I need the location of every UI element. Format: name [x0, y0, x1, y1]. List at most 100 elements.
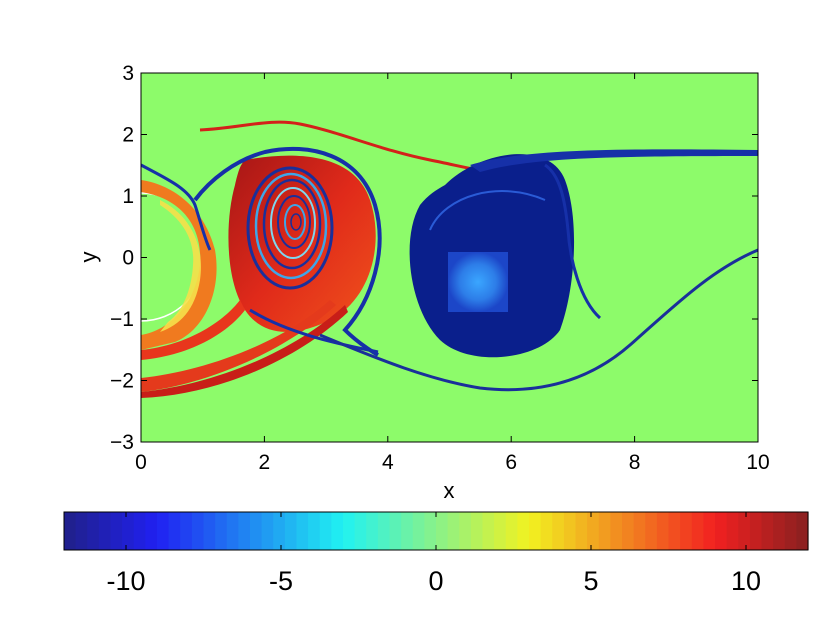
colorbar-cell [598, 512, 611, 550]
colorbar-cell [459, 512, 472, 550]
y-tick-label: −1 [110, 308, 134, 331]
colorbar-cell [633, 512, 646, 550]
colorbar-cell [587, 512, 600, 550]
colorbar-tick-label: -5 [269, 566, 293, 596]
colorbar-cells [64, 512, 809, 550]
colorbar-cell [773, 512, 786, 550]
y-tick-label: 0 [122, 247, 134, 270]
x-ticks: 0 2 4 6 8 10 [135, 73, 770, 474]
x-axis-label: x [444, 478, 455, 503]
colorbar-cell [470, 512, 484, 550]
colorbar-cell [738, 512, 751, 550]
positive-upper-filament [199, 120, 496, 175]
colorbar-cell [331, 512, 344, 550]
y-tick-label: 1 [122, 185, 134, 208]
colorbar-cell [424, 512, 437, 550]
colorbar-tick-label: -10 [106, 566, 145, 596]
colorbar-cell [668, 512, 681, 550]
colorbar-cell [226, 512, 239, 550]
colorbar-cell [87, 512, 100, 550]
colorbar-cell [784, 512, 797, 550]
plot-area [140, 72, 759, 443]
colorbar-cell [389, 512, 402, 550]
colorbar-cell [610, 512, 623, 550]
colorbar: -10 -5 0 5 10 [63, 511, 809, 596]
y-tick-label: −2 [110, 370, 134, 393]
colorbar-tick-label: 0 [428, 566, 443, 596]
negative-upper-filament-hook [544, 163, 602, 320]
positive-vortex-rings [246, 166, 334, 290]
x-tick-label: 4 [382, 451, 394, 474]
boundary-layer-left [141, 180, 217, 350]
colorbar-cell [215, 512, 228, 550]
colorbar-cell [494, 512, 507, 550]
colorbar-cell [552, 512, 565, 550]
colorbar-cell [366, 512, 379, 550]
colorbar-cell [691, 512, 704, 550]
colorbar-cell [703, 512, 716, 550]
colorbar-cell [319, 512, 332, 550]
colorbar-cell [354, 512, 367, 550]
positive-wake-lower [141, 300, 245, 360]
negative-lower-wake [319, 248, 758, 392]
colorbar-cell [133, 512, 146, 550]
colorbar-cell [517, 512, 530, 550]
colorbar-cell [436, 512, 449, 550]
x-tick-label: 6 [505, 451, 517, 474]
x-tick-label: 0 [135, 451, 147, 474]
x-tick-label: 8 [629, 451, 641, 474]
colorbar-cell [505, 512, 518, 550]
colorbar-cell [203, 512, 216, 550]
colorbar-cell [656, 512, 670, 550]
colorbar-cell [645, 512, 658, 550]
y-tick-label: −3 [110, 431, 134, 454]
colorbar-cell [75, 512, 88, 550]
colorbar-cell [145, 512, 158, 550]
y-tick-label: 3 [122, 62, 134, 85]
negative-upper-filament [470, 149, 758, 172]
x-tick-label: 10 [746, 451, 769, 474]
colorbar-cell [98, 512, 112, 550]
colorbar-cell [308, 512, 321, 550]
colorbar-cell [191, 512, 205, 550]
boundary-layer-inner [160, 200, 201, 332]
colorbar-cell [296, 512, 309, 550]
colorbar-cell [622, 512, 635, 550]
colorbar-cell [575, 512, 588, 550]
colorbar-cell [273, 512, 286, 550]
negative-link-filament [141, 163, 212, 251]
x-tick-label: 2 [259, 451, 271, 474]
colorbar-cell [726, 512, 739, 550]
colorbar-cell [761, 512, 774, 550]
negative-vortex-ring [429, 190, 546, 231]
colorbar-cell [447, 512, 460, 550]
colorbar-cell [250, 512, 263, 550]
colorbar-cell [482, 512, 495, 550]
colorbar-cell [238, 512, 251, 550]
field-features [141, 120, 758, 398]
negative-vortex-core [448, 252, 508, 312]
colorbar-cell [157, 512, 170, 550]
y-tick-label: 2 [122, 124, 134, 147]
colorbar-cell [343, 512, 356, 550]
negative-lower-filament [249, 308, 379, 354]
colorbar-tick-label: 5 [583, 566, 598, 596]
colorbar-tick-label: 10 [731, 566, 761, 596]
colorbar-cell [401, 512, 414, 550]
colorbar-cell [122, 512, 135, 550]
colorbar-cell [796, 512, 809, 550]
y-axis-label: y [76, 252, 101, 263]
positive-wake-filament [141, 300, 336, 392]
colorbar-cell [261, 512, 274, 550]
colorbar-cell [377, 512, 391, 550]
colorbar-ticks: -10 -5 0 5 10 [106, 512, 761, 596]
colorbar-cell [749, 512, 763, 550]
colorbar-cell [540, 512, 553, 550]
colorbar-cell [680, 512, 693, 550]
colorbar-cell [563, 512, 577, 550]
colorbar-cell [529, 512, 542, 550]
negative-outline-filament [193, 146, 382, 357]
colorbar-cell [168, 512, 181, 550]
colorbar-cell [180, 512, 193, 550]
